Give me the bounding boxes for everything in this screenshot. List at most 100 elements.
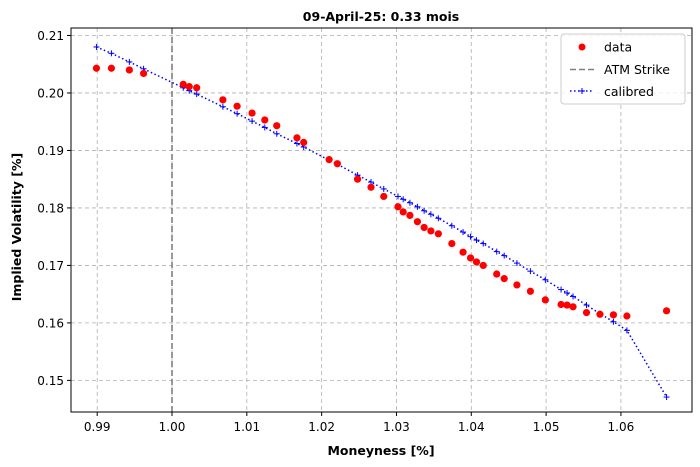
calibred-point (293, 140, 300, 147)
data-point (513, 281, 521, 289)
y-tick-label: 0.15 (37, 374, 64, 388)
calibred-point (427, 211, 434, 218)
data-point (427, 227, 435, 235)
calibred-point (663, 394, 670, 401)
calibred-point (623, 327, 630, 334)
calibred-point (126, 58, 133, 65)
data-point (434, 230, 442, 238)
grid-lines (71, 28, 692, 412)
legend-calibred-marker (579, 88, 585, 94)
calibred-point (558, 286, 565, 293)
x-tick-label: 1.04 (458, 420, 485, 434)
x-tick-label: 1.03 (383, 420, 410, 434)
calibred-point (467, 233, 474, 240)
calibred-point (460, 229, 467, 236)
data-point (353, 175, 362, 183)
legend: data ATM Strike calibred (560, 33, 686, 105)
data-point (557, 300, 565, 309)
y-tick-label: 0.21 (37, 29, 64, 43)
data-point (233, 102, 241, 110)
calibred-point (501, 252, 508, 259)
data-point (459, 248, 467, 256)
calibred-point (406, 199, 413, 206)
data-point (563, 301, 571, 309)
calibred-point (108, 50, 115, 57)
calibred-point (193, 91, 200, 98)
legend-label-data: data (604, 40, 632, 55)
data-point (541, 296, 549, 304)
data-point (394, 203, 402, 211)
legend-label-calibred: calibred (604, 84, 654, 99)
calibred-point (261, 124, 268, 131)
x-tick-label: 1.01 (233, 420, 260, 434)
calibred-point (93, 43, 100, 50)
calibred-point (380, 185, 387, 192)
data-point (92, 64, 101, 72)
data-point (420, 223, 428, 232)
calibred-point (394, 193, 401, 200)
data-point (399, 208, 407, 216)
data-point (293, 134, 301, 142)
x-tick-label: 1.06 (608, 420, 635, 434)
calibred-point (527, 268, 534, 275)
y-tick-label: 0.20 (37, 86, 64, 100)
x-tick-label: 1.00 (159, 420, 186, 434)
data-point (179, 80, 187, 88)
data-series (92, 64, 671, 320)
y-axis-label: Implied Volatility [%] (9, 153, 24, 302)
data-point (596, 310, 604, 318)
x-tick-label: 0.99 (84, 420, 111, 434)
x-tick-label: 1.02 (308, 420, 335, 434)
data-point (623, 312, 631, 320)
data-point (248, 109, 256, 117)
legend-data-marker (578, 43, 586, 51)
data-point (261, 116, 269, 124)
data-point (609, 311, 618, 319)
data-point (107, 64, 116, 72)
data-point (139, 69, 148, 78)
data-point (662, 307, 671, 315)
data-point (569, 303, 577, 311)
x-tick-label: 1.05 (533, 420, 560, 434)
y-tick-label: 0.18 (37, 201, 64, 215)
data-point (526, 287, 534, 295)
calibred-point (610, 318, 617, 325)
calibred-point (273, 130, 280, 137)
calibred-point (570, 293, 577, 300)
calibred-point (249, 118, 256, 125)
data-point (125, 66, 133, 74)
calibred-point (473, 237, 480, 244)
data-point (472, 258, 481, 266)
data-point (380, 192, 388, 201)
calibred-point (583, 302, 590, 309)
data-point (500, 275, 508, 283)
data-point (185, 83, 193, 91)
legend-box (560, 33, 686, 105)
data-point (413, 218, 422, 226)
calibred-point (414, 203, 421, 210)
chart-title: 09-April-25: 0.33 mois (303, 9, 459, 24)
data-point (193, 84, 201, 92)
calibred-point (435, 215, 442, 222)
calibred-point (513, 260, 520, 267)
y-tick-label: 0.16 (37, 316, 64, 330)
data-point (493, 270, 501, 278)
data-point (466, 254, 475, 262)
calibred-point (480, 240, 487, 247)
y-tick-label: 0.19 (37, 144, 64, 158)
data-point (300, 138, 308, 146)
calibred-point (564, 290, 571, 297)
calibred-point (542, 276, 549, 283)
data-point (479, 261, 487, 270)
calibred-point (400, 196, 407, 203)
y-tick-label: 0.17 (37, 259, 64, 273)
data-point (273, 122, 281, 130)
data-point (367, 183, 375, 191)
calibred-line (96, 46, 668, 398)
data-point (582, 308, 591, 317)
data-point (333, 160, 341, 168)
calibred-point (219, 103, 226, 110)
data-point (325, 156, 333, 164)
data-point (406, 211, 414, 220)
